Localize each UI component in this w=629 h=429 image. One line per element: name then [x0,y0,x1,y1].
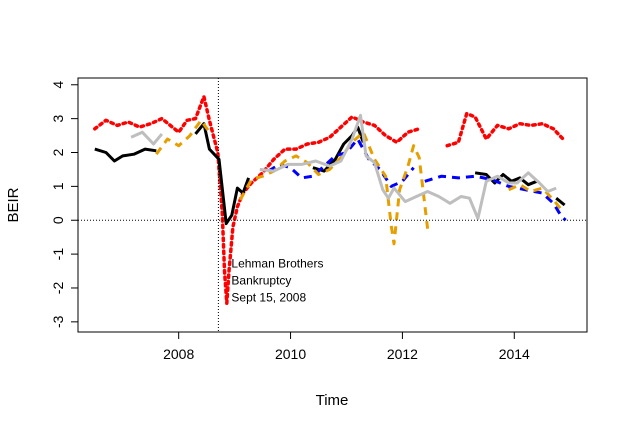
series-1-segment-4 [555,197,566,207]
x-axis-label: Time [316,392,349,409]
annotation-line-0: Lehman Brothers [231,257,323,271]
x-tick-label: 2014 [499,346,530,362]
y-axis: -3 -2 -1 0 1 2 3 4 [50,81,79,328]
y-tick-label: -3 [50,315,66,328]
series-layer [93,94,567,305]
series-1-segment-3 [474,171,538,187]
series-2-segment-1 [424,174,567,222]
series-1-segment-2 [312,125,365,173]
y-tick-label: 2 [50,148,66,156]
series-0-segment-1 [445,111,567,148]
x-tick-label: 2008 [163,346,194,362]
series-3-segment-2 [508,183,563,212]
series-2-segment-0 [267,137,415,188]
y-axis-label: BEIR [5,187,22,222]
annotation-line-1: Bankruptcy [231,274,291,288]
x-axis: 2008 2010 2012 2014 [163,331,530,362]
series-4-segment-0 [130,130,164,146]
x-tick-label: 2010 [275,346,306,362]
annotation-line-2: Sept 15, 2008 [231,291,306,305]
series-4-segment-1 [259,113,557,220]
x-tick-label: 2012 [387,346,418,362]
y-tick-label: 4 [50,81,66,89]
series-3-segment-0 [155,118,211,156]
y-tick-label: -2 [50,282,66,295]
reference-lines [78,78,587,332]
plot-border [77,77,588,333]
series-1-segment-0 [94,147,157,163]
lehman-annotation: Lehman Brothers Bankruptcy Sept 15, 2008 [231,257,323,305]
series-0-segment-0 [93,94,421,305]
series-3-segment-1 [238,130,430,246]
y-tick-label: 0 [50,216,66,224]
y-tick-label: 1 [50,182,66,190]
series-1-segment-1 [194,122,251,226]
y-tick-label: 3 [50,115,66,123]
y-tick-label: -1 [50,248,66,261]
